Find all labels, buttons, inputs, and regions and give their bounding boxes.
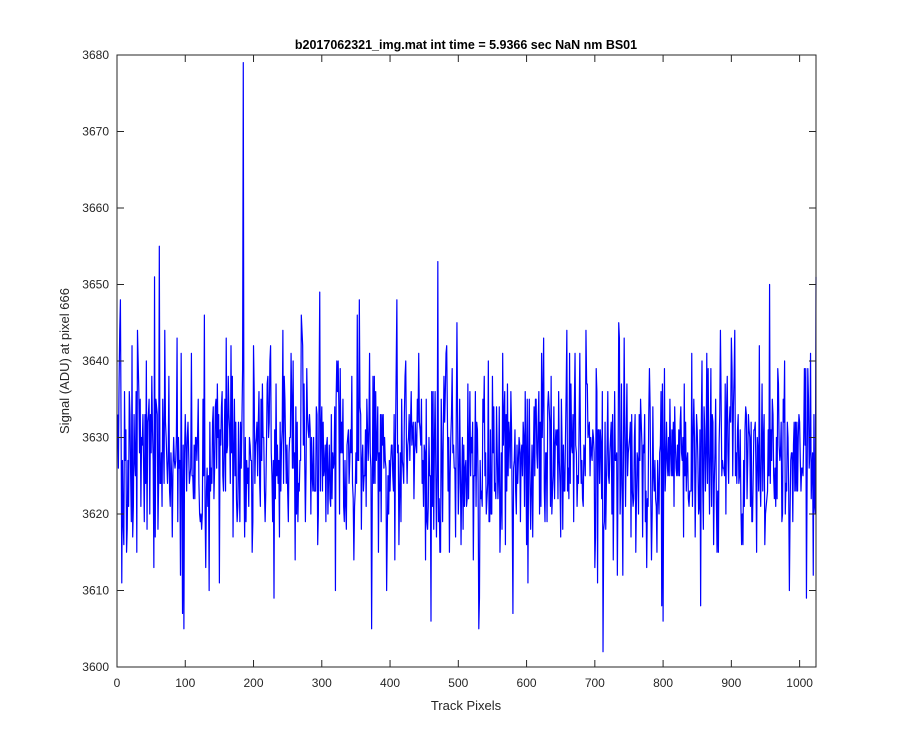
series-layer bbox=[117, 62, 817, 653]
x-tick-label: 800 bbox=[653, 676, 673, 690]
x-tick-label: 300 bbox=[312, 676, 332, 690]
x-tick-label: 100 bbox=[175, 676, 195, 690]
y-tick-label: 3680 bbox=[82, 48, 109, 62]
x-tick-label: 0 bbox=[114, 676, 121, 690]
y-tick-label: 3670 bbox=[82, 125, 109, 139]
y-tick-label: 3600 bbox=[82, 660, 109, 674]
y-tick-label: 3640 bbox=[82, 354, 109, 368]
y-tick-label: 3610 bbox=[82, 584, 109, 598]
series-line bbox=[117, 62, 817, 653]
x-tick-label: 900 bbox=[721, 676, 741, 690]
x-axis-label: Track Pixels bbox=[431, 698, 502, 713]
x-tick-label: 1000 bbox=[786, 676, 813, 690]
x-axis-ticks: 0 100 200 300 400 500 600 700 800 900 1000 bbox=[114, 55, 813, 690]
x-tick-label: 400 bbox=[380, 676, 400, 690]
y-axis-label: Signal (ADU) at pixel 666 bbox=[57, 288, 72, 434]
x-tick-label: 600 bbox=[517, 676, 537, 690]
y-tick-label: 3660 bbox=[82, 201, 109, 215]
y-tick-label: 3620 bbox=[82, 507, 109, 521]
y-tick-label: 3630 bbox=[82, 431, 109, 445]
x-tick-label: 500 bbox=[448, 676, 468, 690]
x-tick-label: 700 bbox=[585, 676, 605, 690]
chart-title: b2017062321_img.mat int time = 5.9366 se… bbox=[295, 38, 637, 52]
plot-area bbox=[117, 55, 816, 667]
x-tick-label: 200 bbox=[244, 676, 264, 690]
y-axis-ticks: 3600 3610 3620 3630 3640 3650 3660 3670 3680 bbox=[82, 48, 816, 674]
y-tick-label: 3650 bbox=[82, 278, 109, 292]
